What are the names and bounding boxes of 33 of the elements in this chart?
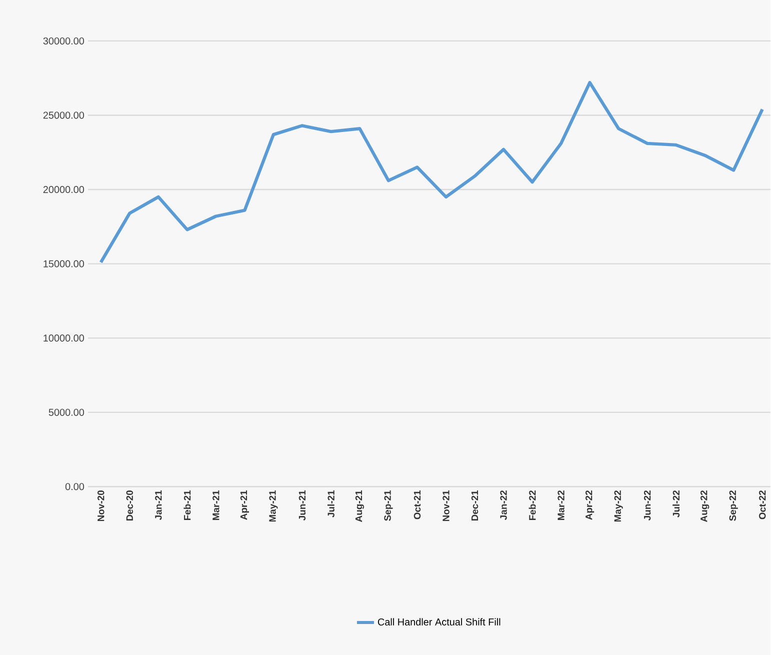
x-tick-label: Apr-22: [586, 490, 594, 520]
x-tick-label: Jul-21: [327, 490, 334, 518]
y-tick-label: 5000.00: [48, 408, 84, 416]
x-tick-label: Mar-21: [212, 490, 220, 520]
y-tick-label: 10000.00: [44, 334, 84, 342]
x-tick-label: Feb-22: [528, 490, 536, 520]
x-tick-label: Oct-22: [759, 490, 766, 519]
x-tick-label: Apr-21: [240, 490, 249, 520]
x-tick-label: Oct-21: [414, 490, 421, 519]
x-tick-label: Nov-21: [442, 490, 450, 521]
x-tick-label: Dec-21: [471, 490, 478, 520]
y-tick-label: 25000.00: [43, 111, 84, 119]
x-tick-label: Jan-22: [500, 490, 507, 520]
x-tick-label: Aug-21: [355, 490, 364, 522]
y-tick-label: 0.00: [65, 482, 84, 490]
x-tick-label: Feb-21: [184, 490, 191, 520]
legend-label: Call Handler Actual Shift Fill: [378, 618, 500, 626]
x-tick-label: May-21: [269, 490, 278, 522]
y-tick-label: 20000.00: [43, 186, 84, 193]
x-tick-label: May-22: [614, 490, 623, 522]
x-tick-label: Jun-21: [298, 490, 306, 520]
line-series: [99, 80, 764, 264]
x-tick-label: Dec-20: [126, 490, 133, 520]
x-tick-label: Nov-20: [98, 490, 104, 521]
x-tick-label: Jun-22: [644, 490, 651, 520]
x-tick-label: Sep-22: [729, 490, 738, 521]
y-tick-label: 30000.00: [43, 37, 84, 44]
x-tick-label: Jan-21: [155, 490, 162, 520]
x-tick-label: Aug-22: [700, 490, 710, 522]
y-tick-label: 15000.00: [44, 260, 84, 268]
x-tick-label: Mar-22: [558, 490, 564, 520]
x-tick-label: Jul-22: [672, 490, 680, 518]
x-tick-label: Sep-21: [384, 490, 393, 521]
